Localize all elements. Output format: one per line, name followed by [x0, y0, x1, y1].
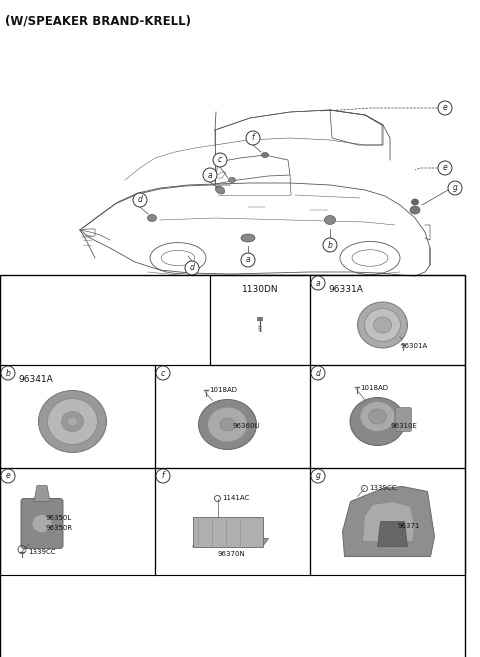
Circle shape — [241, 253, 255, 267]
Ellipse shape — [207, 407, 248, 442]
FancyBboxPatch shape — [396, 407, 411, 432]
Text: c: c — [218, 156, 222, 164]
Circle shape — [448, 181, 462, 195]
Text: 96360U: 96360U — [232, 424, 260, 430]
Circle shape — [213, 153, 227, 167]
Text: f: f — [252, 133, 254, 143]
Circle shape — [185, 261, 199, 275]
Bar — [0, 275, 465, 657]
Text: b: b — [327, 240, 333, 250]
Text: 1141AC: 1141AC — [223, 495, 250, 501]
Ellipse shape — [68, 417, 77, 426]
Polygon shape — [34, 486, 50, 501]
Text: a: a — [246, 256, 250, 265]
Text: d: d — [315, 369, 321, 378]
Circle shape — [438, 161, 452, 175]
Circle shape — [203, 168, 217, 182]
Bar — [155, 468, 310, 575]
Text: 96371: 96371 — [397, 524, 420, 530]
Text: e: e — [443, 104, 447, 112]
Text: 96350R: 96350R — [46, 526, 73, 532]
Ellipse shape — [364, 309, 400, 342]
Text: 96301A: 96301A — [400, 343, 428, 349]
Bar — [310, 468, 465, 575]
Polygon shape — [343, 486, 434, 556]
Ellipse shape — [411, 199, 419, 205]
Circle shape — [156, 469, 170, 483]
Bar — [210, 275, 310, 365]
Circle shape — [311, 366, 325, 380]
Circle shape — [246, 131, 260, 145]
Ellipse shape — [61, 411, 84, 432]
Circle shape — [156, 366, 170, 380]
Text: e: e — [6, 472, 11, 480]
Ellipse shape — [410, 206, 420, 214]
Text: 96310E: 96310E — [391, 424, 418, 430]
Ellipse shape — [241, 234, 255, 242]
Text: b: b — [6, 369, 11, 378]
Circle shape — [1, 366, 15, 380]
Text: 96350L: 96350L — [46, 516, 72, 522]
Ellipse shape — [147, 214, 156, 221]
Polygon shape — [192, 516, 263, 547]
Polygon shape — [192, 539, 268, 547]
Ellipse shape — [360, 401, 395, 432]
Ellipse shape — [369, 409, 386, 424]
Ellipse shape — [358, 302, 408, 348]
Circle shape — [1, 469, 15, 483]
Text: d: d — [190, 263, 194, 273]
Text: 1130DN: 1130DN — [242, 285, 278, 294]
Ellipse shape — [216, 186, 225, 194]
Ellipse shape — [38, 390, 107, 453]
Ellipse shape — [350, 397, 405, 445]
Text: e: e — [443, 164, 447, 173]
Ellipse shape — [48, 399, 97, 445]
Text: 96331A: 96331A — [328, 285, 363, 294]
Text: g: g — [315, 472, 321, 480]
Circle shape — [133, 193, 147, 207]
Text: 96341A: 96341A — [18, 375, 53, 384]
Text: 1339CC: 1339CC — [370, 486, 397, 491]
Text: 1018AD: 1018AD — [360, 384, 388, 390]
Text: c: c — [161, 369, 165, 378]
Ellipse shape — [262, 152, 268, 158]
Bar — [155, 365, 310, 468]
Text: a: a — [316, 279, 320, 288]
Ellipse shape — [228, 177, 236, 183]
Ellipse shape — [32, 514, 52, 533]
Text: a: a — [208, 171, 212, 179]
Ellipse shape — [324, 215, 336, 225]
Ellipse shape — [199, 399, 256, 449]
Text: 1339CC: 1339CC — [28, 549, 56, 555]
Bar — [310, 365, 465, 468]
Text: (W/SPEAKER BRAND-KRELL): (W/SPEAKER BRAND-KRELL) — [5, 14, 191, 27]
Ellipse shape — [220, 418, 235, 431]
Text: 1018AD: 1018AD — [209, 388, 238, 394]
Circle shape — [438, 101, 452, 115]
Text: d: d — [138, 196, 143, 204]
Text: g: g — [453, 183, 457, 193]
Polygon shape — [362, 501, 415, 541]
Bar — [0, 468, 155, 575]
Polygon shape — [377, 522, 408, 547]
FancyBboxPatch shape — [21, 499, 63, 549]
Circle shape — [311, 276, 325, 290]
Circle shape — [323, 238, 337, 252]
Bar — [0, 365, 155, 468]
Circle shape — [311, 469, 325, 483]
Text: 96370N: 96370N — [217, 551, 245, 558]
Bar — [310, 275, 465, 365]
Text: f: f — [162, 472, 164, 480]
Ellipse shape — [373, 317, 392, 333]
